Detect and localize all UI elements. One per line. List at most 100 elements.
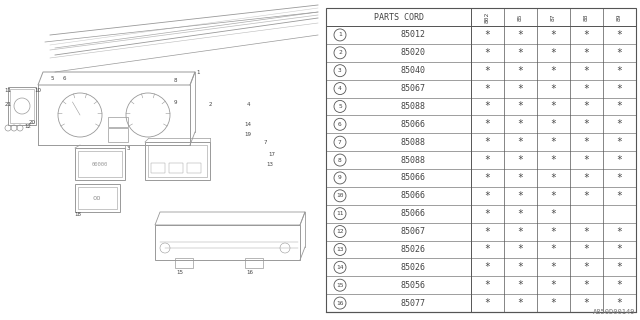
Text: *: * <box>550 66 556 76</box>
Bar <box>145 142 210 180</box>
Text: *: * <box>550 155 556 165</box>
Text: *: * <box>616 84 623 93</box>
Text: 4: 4 <box>338 86 342 91</box>
Text: *: * <box>616 137 623 147</box>
Text: 13: 13 <box>336 247 344 252</box>
Text: 85026: 85026 <box>401 263 426 272</box>
Text: *: * <box>518 137 524 147</box>
Text: *: * <box>484 119 490 129</box>
Text: 1: 1 <box>338 32 342 37</box>
Text: *: * <box>616 66 623 76</box>
Text: A850D00149: A850D00149 <box>593 309 635 315</box>
Bar <box>78 187 117 209</box>
Text: *: * <box>550 173 556 183</box>
Text: *: * <box>550 84 556 93</box>
Text: 85077: 85077 <box>401 299 426 308</box>
Text: 20: 20 <box>29 119 35 124</box>
Text: *: * <box>550 137 556 147</box>
Text: *: * <box>484 227 490 236</box>
Text: *: * <box>484 191 490 201</box>
Text: 85026: 85026 <box>401 245 426 254</box>
Text: 14: 14 <box>336 265 344 270</box>
Text: *: * <box>518 280 524 290</box>
Text: 15: 15 <box>336 283 344 288</box>
Text: 85066: 85066 <box>401 191 426 200</box>
Bar <box>75 148 125 180</box>
Text: 11: 11 <box>336 211 344 216</box>
Text: *: * <box>584 66 589 76</box>
Bar <box>326 8 636 312</box>
Text: *: * <box>584 262 589 272</box>
Text: 87: 87 <box>551 13 556 21</box>
Text: 5: 5 <box>338 104 342 109</box>
Text: 85056: 85056 <box>401 281 426 290</box>
Text: 9: 9 <box>338 175 342 180</box>
Text: 12: 12 <box>336 229 344 234</box>
Text: *: * <box>518 191 524 201</box>
Text: *: * <box>550 280 556 290</box>
Text: *: * <box>550 298 556 308</box>
Text: *: * <box>484 173 490 183</box>
Text: 85: 85 <box>518 13 523 21</box>
Text: *: * <box>616 155 623 165</box>
Text: *: * <box>616 280 623 290</box>
Text: oo: oo <box>93 195 101 201</box>
Text: 7: 7 <box>338 140 342 145</box>
Text: *: * <box>584 101 589 111</box>
Bar <box>108 128 128 142</box>
Text: *: * <box>518 66 524 76</box>
Text: 88: 88 <box>584 13 589 21</box>
Text: *: * <box>616 191 623 201</box>
Text: *: * <box>484 66 490 76</box>
Text: 00000: 00000 <box>92 162 108 166</box>
Text: 10: 10 <box>336 193 344 198</box>
Text: *: * <box>484 262 490 272</box>
Text: 7: 7 <box>263 140 267 145</box>
Text: *: * <box>584 227 589 236</box>
Text: *: * <box>484 209 490 219</box>
Text: *: * <box>550 191 556 201</box>
Text: 9: 9 <box>173 100 177 106</box>
Text: *: * <box>616 101 623 111</box>
Text: *: * <box>616 173 623 183</box>
Bar <box>151 163 165 173</box>
Text: 85088: 85088 <box>401 156 426 164</box>
Text: *: * <box>518 227 524 236</box>
Text: 85088: 85088 <box>401 102 426 111</box>
Text: *: * <box>484 30 490 40</box>
Text: 6: 6 <box>338 122 342 127</box>
Text: 85067: 85067 <box>401 227 426 236</box>
Text: 6: 6 <box>62 76 66 81</box>
Text: 3: 3 <box>126 146 130 150</box>
Text: *: * <box>484 48 490 58</box>
Text: *: * <box>584 137 589 147</box>
Text: 17: 17 <box>269 153 275 157</box>
Bar <box>10 89 34 123</box>
Text: 4: 4 <box>246 102 250 108</box>
Text: 802: 802 <box>485 12 490 23</box>
Text: 14: 14 <box>244 123 252 127</box>
Text: *: * <box>616 48 623 58</box>
Text: 21: 21 <box>4 102 12 108</box>
Text: *: * <box>584 84 589 93</box>
Bar <box>78 151 122 177</box>
Text: *: * <box>518 298 524 308</box>
Text: *: * <box>584 48 589 58</box>
Text: *: * <box>518 173 524 183</box>
Bar <box>75 184 120 212</box>
Text: 85067: 85067 <box>401 84 426 93</box>
Text: *: * <box>518 155 524 165</box>
Bar <box>169 163 183 173</box>
Text: 19: 19 <box>244 132 252 138</box>
Text: *: * <box>616 30 623 40</box>
Text: *: * <box>518 48 524 58</box>
Text: *: * <box>484 280 490 290</box>
Text: 8: 8 <box>338 157 342 163</box>
Text: 2: 2 <box>338 50 342 55</box>
Bar <box>245 258 263 268</box>
Text: *: * <box>616 262 623 272</box>
Text: *: * <box>484 84 490 93</box>
Text: 85066: 85066 <box>401 209 426 218</box>
Text: 85066: 85066 <box>401 120 426 129</box>
Text: *: * <box>518 209 524 219</box>
